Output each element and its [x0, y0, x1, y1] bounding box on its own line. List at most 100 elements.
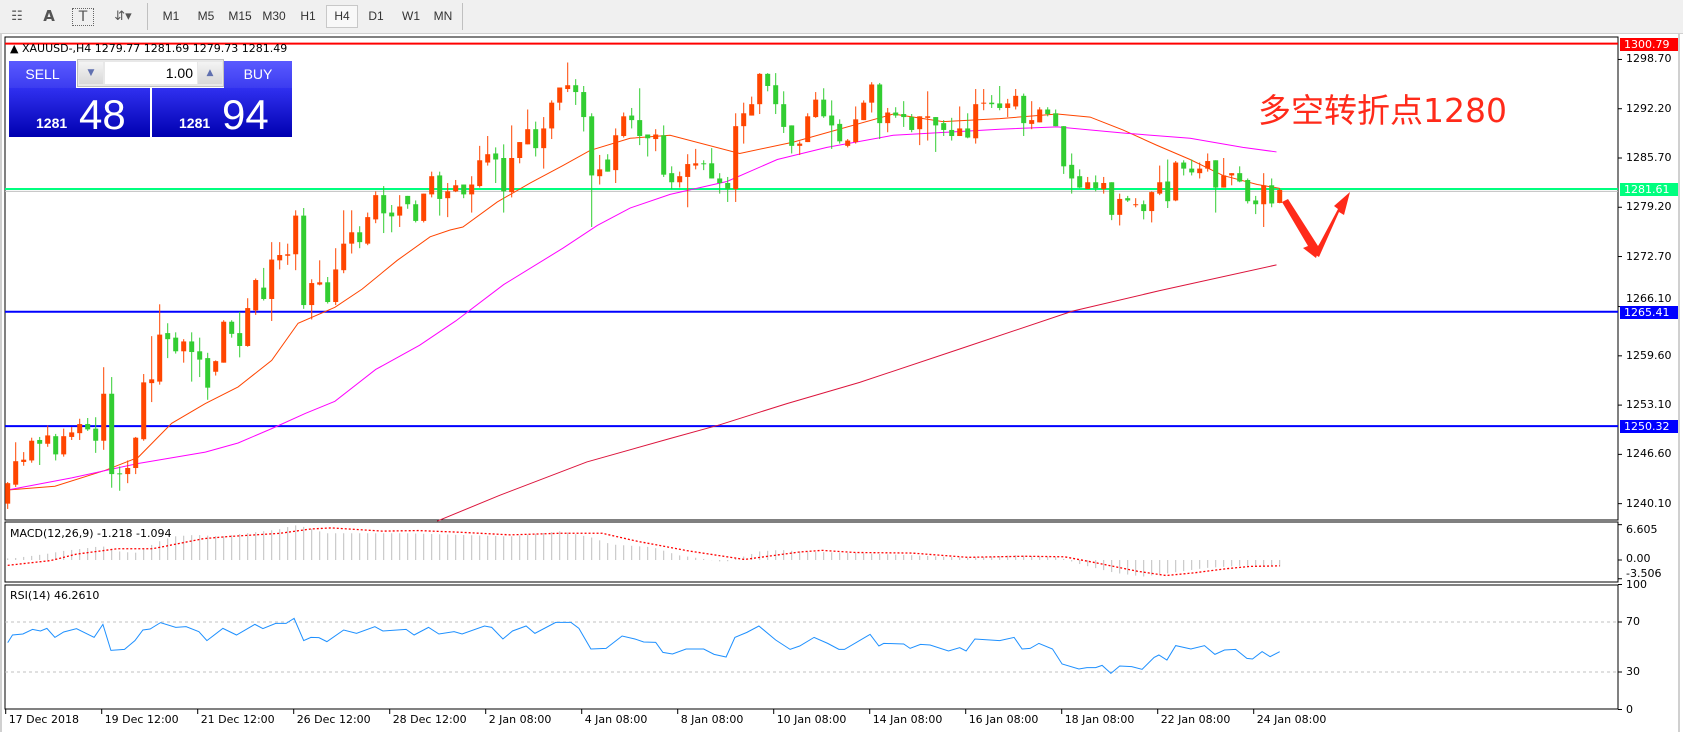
candle-body [221, 321, 227, 363]
price-axis-label: 1266.10 [1626, 291, 1672, 305]
candle [477, 145, 483, 188]
time-axis-label: 26 Dec 12:00 [296, 713, 371, 726]
candle-body [1173, 162, 1179, 201]
candle-body [1141, 204, 1147, 212]
price-axis-label: 1285.70 [1626, 150, 1672, 164]
candle [893, 107, 899, 118]
candle [1181, 160, 1187, 176]
timeframe-h1[interactable]: H1 [300, 9, 316, 23]
candle [229, 320, 235, 338]
candle-body [837, 123, 843, 142]
bid-price-box[interactable]: 1281 48 [9, 88, 150, 138]
candle [485, 136, 491, 166]
candle [213, 360, 219, 376]
timeframe-m5[interactable]: M5 [197, 9, 215, 23]
candle-body [797, 143, 803, 146]
candle-body [213, 361, 219, 372]
candle-body [941, 123, 947, 130]
candle [1013, 89, 1019, 110]
candle [525, 109, 531, 145]
rsi-axis-label: 100 [1626, 577, 1647, 591]
time-axis-label: 2 Jan 08:00 [488, 713, 552, 726]
fibonacci-fan-icon[interactable]: ☷ [11, 9, 23, 24]
arrows-icon[interactable]: ⇵▾ [114, 9, 132, 24]
candle [61, 428, 67, 457]
candle-body [845, 140, 851, 146]
candle-body [693, 163, 699, 166]
candle [829, 100, 835, 149]
candle-body [1005, 103, 1011, 108]
candle-body [1189, 168, 1195, 173]
macd-axis-label: 6.605 [1626, 523, 1658, 536]
candle-body [589, 116, 595, 176]
candle [13, 442, 19, 487]
timeframe-m15[interactable]: M15 [228, 9, 252, 23]
candle [277, 242, 283, 270]
ask-price-prefix: 1281 [179, 115, 211, 131]
price-axis-label: 1292.20 [1626, 101, 1672, 115]
timeframe-d1[interactable]: D1 [368, 9, 384, 23]
candle [165, 323, 171, 359]
sell-button[interactable]: SELL [9, 61, 76, 89]
lot-increase-button[interactable]: ▲ [198, 62, 222, 84]
ask-price-box[interactable]: 1281 94 [152, 88, 292, 138]
timeframe-m30[interactable]: M30 [262, 9, 286, 23]
timeframe-mn[interactable]: MN [433, 9, 453, 23]
candle-body [325, 282, 331, 303]
candle [1277, 188, 1283, 204]
price-axis-label: 1240.10 [1626, 496, 1672, 510]
candle [1205, 153, 1211, 172]
candle-body [925, 116, 931, 118]
candle-body [605, 159, 611, 172]
candle-body [1045, 109, 1051, 115]
buy-button[interactable]: BUY [224, 61, 292, 89]
lot-size-input[interactable] [105, 62, 197, 84]
time-axis-label: 24 Jan 08:00 [1256, 713, 1327, 726]
candle-body [1157, 182, 1163, 194]
text-label-icon[interactable]: T [72, 8, 94, 26]
candle-body [877, 84, 883, 124]
candle [725, 176, 731, 202]
candle [605, 154, 611, 172]
candle-body [677, 176, 683, 183]
price-line-tag: 1281.61 [1620, 183, 1678, 196]
ask-price-pips: 94 [222, 91, 269, 138]
candle-body [333, 269, 339, 303]
candle-body [149, 379, 155, 384]
lot-stepper[interactable]: ▼ ▲ [77, 59, 224, 87]
candle-body [781, 104, 787, 127]
macd-axis-label: 0.00 [1626, 552, 1651, 565]
candle-body [661, 135, 667, 175]
candle-body [1109, 182, 1115, 215]
candle-body [381, 195, 387, 214]
candle-body [21, 459, 27, 462]
candle-body [829, 115, 835, 126]
candle-body [5, 483, 11, 504]
candle [381, 186, 387, 234]
candle-body [477, 160, 483, 187]
candle-body [501, 157, 507, 192]
candle [141, 374, 147, 441]
candle [413, 200, 419, 223]
timeframe-m1[interactable]: M1 [162, 9, 180, 23]
candle-body [917, 116, 923, 130]
candle-body [493, 153, 499, 160]
candle-body [949, 129, 955, 137]
lot-decrease-button[interactable]: ▼ [79, 62, 103, 84]
candle [1021, 93, 1027, 137]
candle-body [1077, 176, 1083, 188]
text-icon[interactable]: A [43, 7, 55, 25]
timeframe-h4[interactable]: H4 [326, 5, 358, 28]
candle [1157, 165, 1163, 196]
candle-body [933, 117, 939, 126]
candle-body [205, 358, 211, 388]
timeframe-w1[interactable]: W1 [402, 9, 420, 23]
candle-body [597, 169, 603, 177]
candle [461, 184, 467, 199]
candle [29, 437, 35, 463]
candle [125, 460, 131, 484]
candle-body [1117, 198, 1123, 215]
candle [597, 154, 603, 185]
